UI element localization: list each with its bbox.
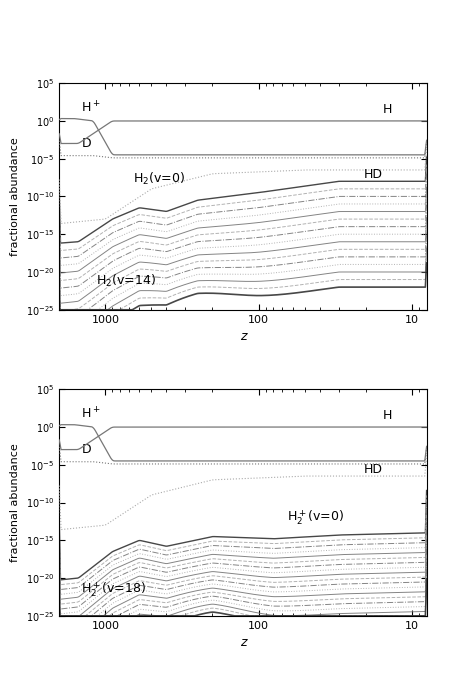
Text: H: H <box>383 408 392 421</box>
X-axis label: z: z <box>240 330 246 343</box>
Text: HD: HD <box>364 463 383 476</box>
Text: H$_2^+$(v=0): H$_2^+$(v=0) <box>287 508 344 527</box>
Text: D: D <box>82 443 91 455</box>
Text: H: H <box>383 102 392 116</box>
Y-axis label: fractional abundance: fractional abundance <box>10 137 20 256</box>
Y-axis label: fractional abundance: fractional abundance <box>10 443 20 562</box>
Text: H$^+$: H$^+$ <box>82 100 101 116</box>
Text: D: D <box>82 136 91 149</box>
Text: H$^+$: H$^+$ <box>82 406 101 421</box>
Text: H$_2^+$(v=18): H$_2^+$(v=18) <box>82 581 146 599</box>
Text: H$_2$(v=0): H$_2$(v=0) <box>133 171 185 187</box>
Text: HD: HD <box>364 168 383 181</box>
Text: H$_2$(v=14): H$_2$(v=14) <box>96 273 156 289</box>
X-axis label: z: z <box>240 637 246 649</box>
